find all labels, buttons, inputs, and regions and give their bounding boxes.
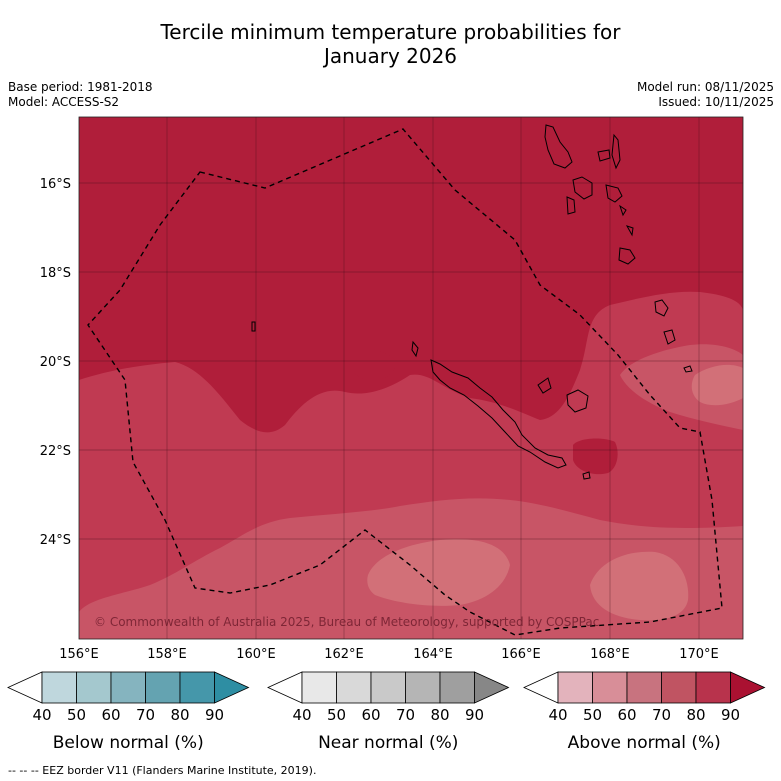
colorbar-tick-label: 80	[430, 706, 449, 724]
lon-label: 166°E	[501, 647, 541, 662]
field-above-80-90-patch	[573, 438, 618, 475]
colorbar-segment	[336, 671, 372, 704]
colorbar-title: Above normal (%)	[568, 733, 721, 753]
colorbar-tick-label: 60	[617, 706, 636, 724]
colorbar-tick-label: 90	[205, 706, 224, 724]
colorbar-extend-low	[7, 671, 43, 704]
colorbar-tick-label: 40	[32, 706, 51, 724]
colorbar-tick-label: 60	[101, 706, 120, 724]
colorbar-segment	[110, 671, 146, 704]
lon-label: 170°E	[679, 647, 719, 662]
colorbar-tick-label: 90	[721, 706, 740, 724]
colorbar-extend-high	[474, 671, 510, 704]
meta-left: Base period: 1981-2018 Model: ACCESS-S2	[8, 80, 153, 110]
colorbar-segment	[626, 671, 662, 704]
field-above-60-70-right	[620, 344, 743, 430]
field-above-50-60-east	[691, 364, 743, 406]
model-text: Model: ACCESS-S2	[8, 95, 120, 109]
field-above-50-60-south	[367, 539, 510, 606]
new-caledonia-outline	[430, 359, 567, 469]
lon-labels: 156°E 158°E 160°E 162°E 164°E 166°E 168°…	[59, 647, 719, 662]
lat-label: 16°S	[40, 177, 71, 192]
eez-footnote: -- -- -- EEZ border V11 (Flanders Marine…	[8, 764, 317, 777]
colorbar-segment	[179, 671, 215, 704]
loyalty-island-2	[537, 377, 552, 394]
colorbar: 40 50 60 70 80 90 Near normal (%)	[267, 671, 510, 753]
colorbar-tick-label: 60	[361, 706, 380, 724]
lon-label: 168°E	[590, 647, 630, 662]
colorbar-segment	[557, 671, 593, 704]
small-island	[582, 471, 591, 480]
map-area: © Commonwealth of Australia 2025, Bureau…	[79, 117, 743, 639]
colorbar-segment	[145, 671, 181, 704]
lon-label: 160°E	[236, 647, 276, 662]
lat-label: 20°S	[40, 355, 71, 370]
colorbar-tick-label: 50	[583, 706, 602, 724]
issued-text: Issued: 10/11/2025	[658, 95, 774, 109]
base-period-text: Base period: 1981-2018	[8, 80, 153, 94]
field-above-80-90-patch-2	[347, 347, 396, 381]
lon-label: 156°E	[59, 647, 99, 662]
colorbar-segment	[695, 671, 731, 704]
colorbar-tick-label: 90	[465, 706, 484, 724]
colorbar-segment	[301, 671, 337, 704]
colorbar-tick-label: 40	[548, 706, 567, 724]
eez-border	[87, 128, 723, 636]
colorbar-extend-high	[214, 671, 250, 704]
colorbar-tick-label: 70	[652, 706, 671, 724]
lat-label: 18°S	[40, 266, 71, 281]
lat-label: 24°S	[40, 533, 71, 548]
colorbar-segment	[76, 671, 112, 704]
colorbar-tick-label: 70	[396, 706, 415, 724]
colorbar-extend-low	[267, 671, 303, 704]
lat-labels: 16°S 18°S 20°S 22°S 24°S	[40, 177, 71, 548]
colorbar-tick-label: 50	[327, 706, 346, 724]
colorbar-segment	[661, 671, 697, 704]
colorbar-segment	[439, 671, 475, 704]
probability-map: © Commonwealth of Australia 2025, Bureau…	[7, 116, 766, 753]
copyright-text: © Commonwealth of Australia 2025, Bureau…	[94, 615, 599, 629]
lat-label: 22°S	[40, 444, 71, 459]
map-frame	[78, 116, 744, 640]
colorbar-tick-label: 80	[686, 706, 705, 724]
lon-label: 158°E	[147, 647, 187, 662]
field-above-50-60-southeast	[590, 551, 689, 621]
lon-label: 162°E	[324, 647, 364, 662]
colorbar-segment	[405, 671, 441, 704]
colorbar-segment	[370, 671, 406, 704]
colorbar-segment	[592, 671, 628, 704]
colorbar-tick-label: 70	[136, 706, 155, 724]
vanuatu-outlines	[251, 124, 693, 373]
colorbar-segment	[41, 671, 77, 704]
colorbar-title: Below normal (%)	[53, 733, 204, 753]
small-island-2	[411, 340, 419, 358]
model-run-text: Model run: 08/11/2025	[636, 80, 774, 94]
colorbar-tick-label: 40	[292, 706, 311, 724]
colorbar-tick-label: 80	[170, 706, 189, 724]
meta-right: Model run: 08/11/2025 Issued: 10/11/2025	[637, 80, 774, 110]
map-title: Tercile minimum temperature probabilitie…	[0, 20, 781, 68]
title-line-1: Tercile minimum temperature probabilitie…	[160, 20, 621, 44]
lon-label: 164°E	[413, 647, 453, 662]
loyalty-island	[566, 389, 589, 413]
colorbar-tick-label: 50	[67, 706, 86, 724]
title-line-2: January 2026	[323, 44, 458, 68]
graticule	[79, 117, 743, 639]
colorbar-title: Near normal (%)	[318, 733, 458, 753]
colorbar-extend-low	[523, 671, 559, 704]
colorbar-extend-high	[730, 671, 766, 704]
